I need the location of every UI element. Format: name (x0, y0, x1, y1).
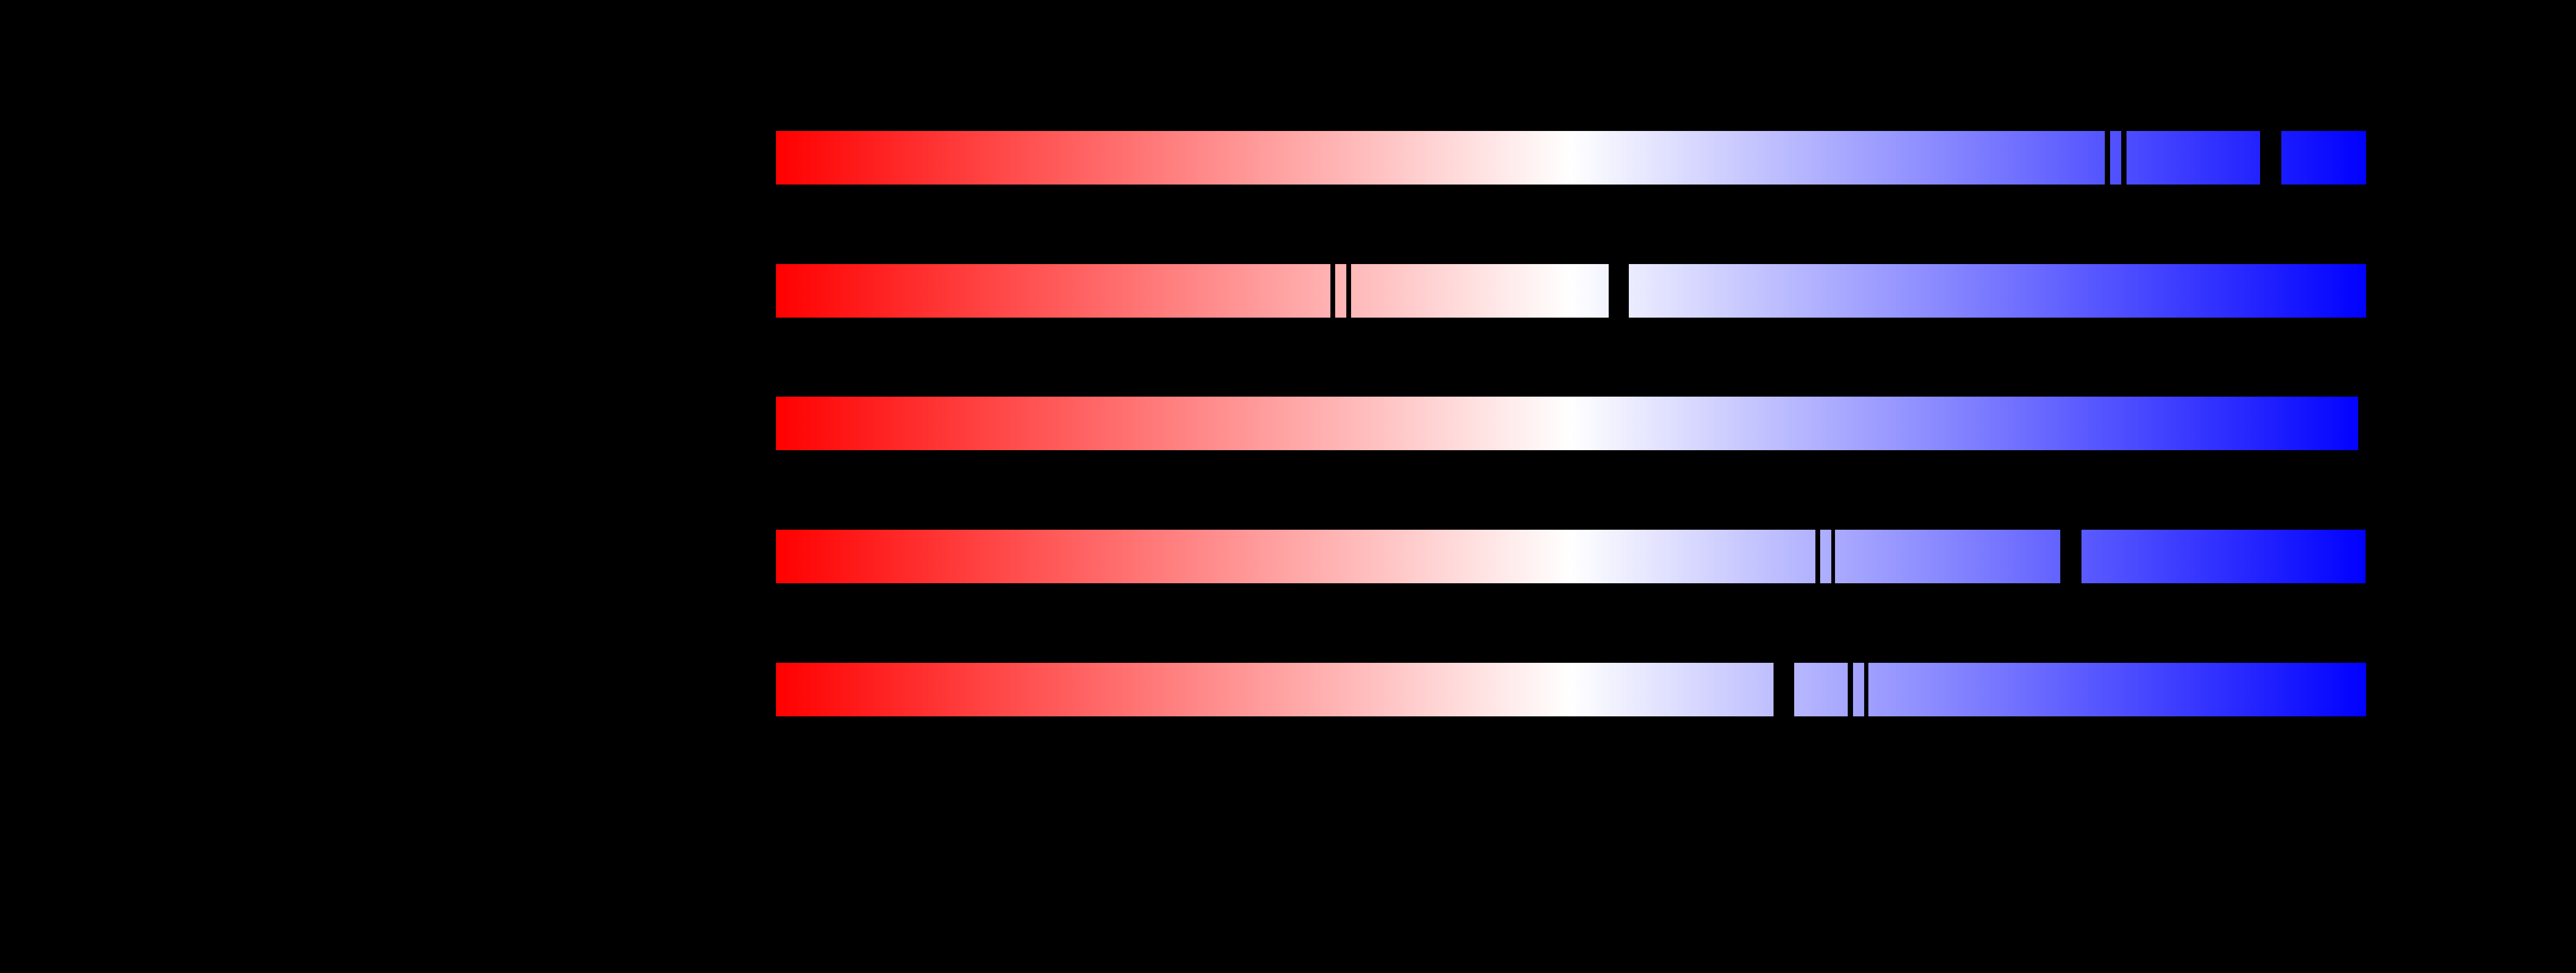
marker-tick (1831, 530, 1835, 583)
gradient-bar-row-3 (776, 397, 2358, 450)
marker-tick (1848, 663, 1853, 716)
marker-tick (1330, 264, 1335, 318)
gradient-bar-row-2 (776, 264, 2366, 318)
segment-gap (1774, 663, 1794, 716)
segment-gap (2260, 131, 2281, 185)
gradient-bar-row-5 (776, 663, 2366, 716)
marker-tick (1346, 264, 1351, 318)
marker-tick (1815, 530, 1820, 583)
marker-tick (2105, 131, 2110, 185)
gradient-bar-row-4 (776, 530, 2366, 583)
segment-gap (2060, 530, 2081, 583)
gradient-bar-row-1 (776, 131, 2366, 185)
marker-tick (1864, 663, 1868, 716)
segment-gap (1609, 264, 1629, 318)
marker-tick (2121, 131, 2127, 185)
